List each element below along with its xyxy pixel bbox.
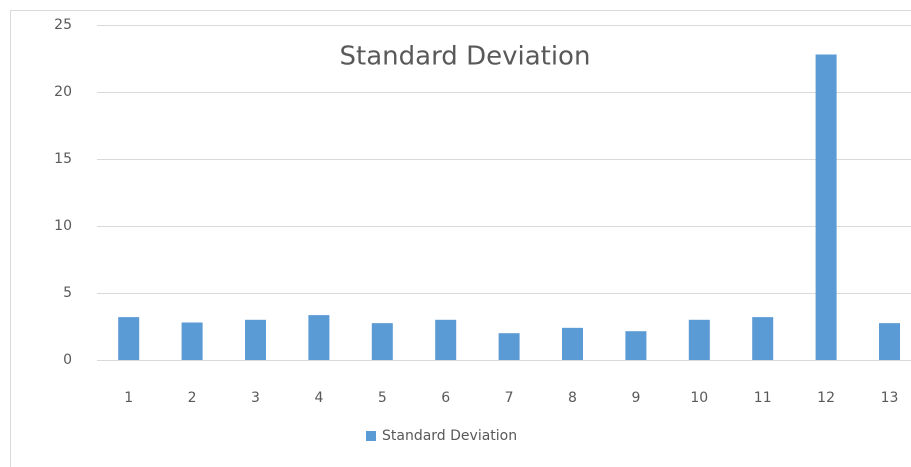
x-tick-label: 8 xyxy=(568,390,577,406)
x-tick-label: 11 xyxy=(754,390,772,406)
bar xyxy=(308,315,330,360)
bar xyxy=(435,319,457,360)
bar xyxy=(562,327,583,360)
bar xyxy=(688,319,710,360)
bar xyxy=(879,323,900,360)
bar xyxy=(371,323,393,360)
legend-label: Standard Deviation xyxy=(382,428,517,444)
x-tick-label: 3 xyxy=(251,390,260,406)
x-tick-label: 1 xyxy=(124,390,133,406)
x-tick-label: 12 xyxy=(817,390,835,406)
x-tick-label: 7 xyxy=(505,390,514,406)
y-tick-label: 20 xyxy=(54,84,72,100)
legend-swatch xyxy=(366,431,376,441)
y-tick-label: 10 xyxy=(54,218,72,234)
chart-title: Standard Deviation xyxy=(340,42,591,72)
y-tick-label: 25 xyxy=(54,17,72,33)
bar xyxy=(118,317,140,360)
y-tick-label: 0 xyxy=(63,352,72,368)
y-tick-label: 5 xyxy=(63,285,72,301)
x-tick-label: 13 xyxy=(881,390,899,406)
chart-border xyxy=(10,10,911,467)
x-tick-label: 2 xyxy=(188,390,197,406)
bar xyxy=(752,317,774,360)
x-tick-label: 9 xyxy=(631,390,640,406)
bar xyxy=(245,319,266,360)
x-tick-label: 6 xyxy=(441,390,450,406)
bar xyxy=(498,333,520,360)
y-tick-label: 15 xyxy=(54,151,72,167)
x-tick-label: 10 xyxy=(690,390,708,406)
x-tick-label: 5 xyxy=(378,390,387,406)
bar xyxy=(815,54,837,360)
bar xyxy=(625,331,647,360)
bar xyxy=(181,322,203,360)
x-tick-label: 4 xyxy=(314,390,323,406)
